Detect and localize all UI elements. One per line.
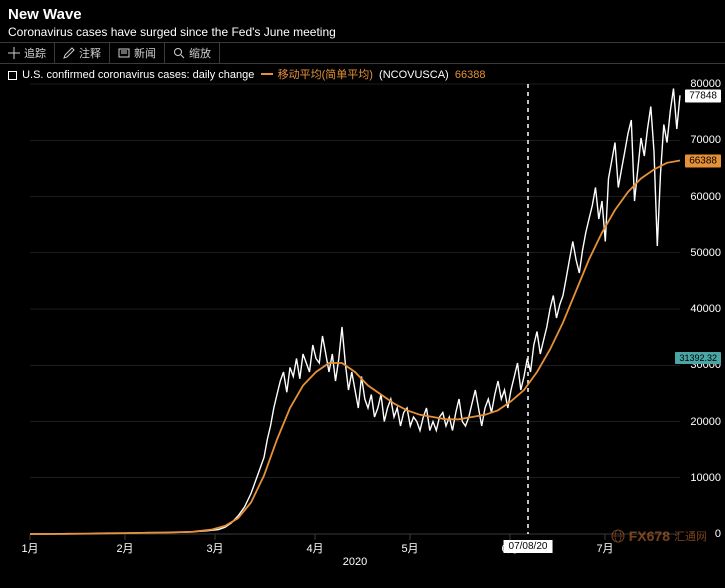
toolbar: 追踪 注释 新闻 缩放 — [0, 42, 725, 64]
date-tag: 07/08/20 — [504, 540, 553, 553]
pencil-icon — [63, 47, 75, 59]
legend: U.S. confirmed coronavirus cases: daily … — [8, 66, 485, 82]
y-tick-label: 20000 — [690, 416, 721, 428]
x-tick-label: 1月 — [21, 540, 38, 556]
news-label: 新闻 — [134, 45, 156, 61]
ma-swatch — [261, 73, 273, 75]
chart-svg — [0, 64, 725, 588]
ma-label: 移动平均(简单平均) — [278, 69, 373, 81]
series-swatch — [8, 71, 17, 80]
y-tick-label: 50000 — [690, 247, 721, 259]
x-tick-label: 4月 — [306, 540, 323, 556]
globe-icon — [611, 529, 625, 543]
series1-label: U.S. confirmed coronavirus cases: daily … — [22, 69, 254, 81]
chart-area[interactable]: 0100002000030000400005000060000700008000… — [0, 64, 725, 588]
x-tick-label: 2月 — [116, 540, 133, 556]
annotate-label: 注释 — [79, 45, 101, 61]
value-tag-mid: 31392.32 — [675, 352, 721, 364]
last-value-label: 66388 — [455, 69, 486, 81]
track-label: 追踪 — [24, 45, 46, 61]
watermark: FX678 汇通网 — [611, 528, 707, 544]
y-tick-label: 40000 — [690, 303, 721, 315]
x-tick-label: 3月 — [206, 540, 223, 556]
zoom-icon — [173, 47, 185, 59]
year-label: 2020 — [343, 556, 367, 568]
value-tag-ma: 66388 — [685, 154, 721, 167]
track-button[interactable]: 追踪 — [0, 43, 55, 63]
watermark-suffix: 汇通网 — [674, 528, 707, 544]
annotate-button[interactable]: 注释 — [55, 43, 110, 63]
ticker-label: (NCOVUSCA) — [379, 69, 449, 81]
zoom-button[interactable]: 缩放 — [165, 43, 220, 63]
watermark-brand: FX678 — [629, 528, 670, 544]
y-tick-label: 60000 — [690, 191, 721, 203]
news-icon — [118, 47, 130, 59]
zoom-label: 缩放 — [189, 45, 211, 61]
y-tick-label: 80000 — [690, 78, 721, 90]
y-tick-label: 10000 — [690, 472, 721, 484]
crosshair-icon — [8, 47, 20, 59]
news-button[interactable]: 新闻 — [110, 43, 165, 63]
chart-subtitle: Coronavirus cases have surged since the … — [0, 23, 725, 39]
y-tick-label: 70000 — [690, 134, 721, 146]
x-tick-label: 5月 — [401, 540, 418, 556]
chart-title: New Wave — [0, 0, 725, 23]
value-tag-cases: 77848 — [685, 89, 721, 102]
y-tick-label: 0 — [715, 528, 721, 540]
